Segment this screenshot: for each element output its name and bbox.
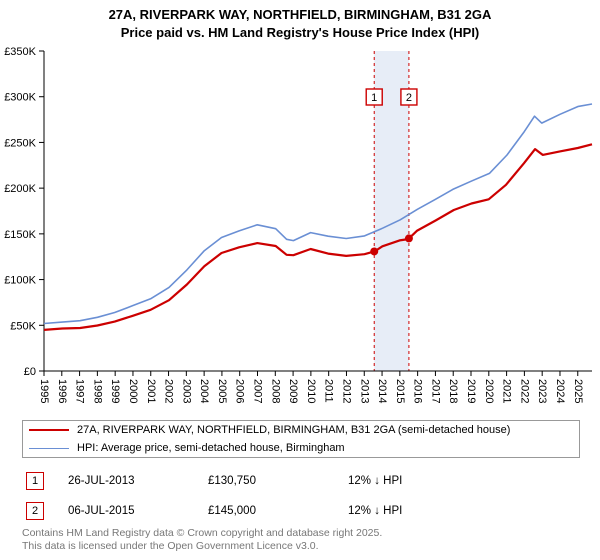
sale-datapoints: 126-JUL-2013£130,75012% ↓ HPI206-JUL-201…: [22, 466, 578, 526]
x-tick-label: 2016: [412, 379, 424, 403]
y-tick-label: £350K: [4, 46, 36, 58]
x-tick-label: 2002: [163, 379, 175, 403]
y-tick-label: £0: [24, 366, 36, 378]
datapoint-price: £145,000: [208, 505, 348, 517]
x-tick-label: 2021: [501, 379, 513, 403]
datapoint-row: 2 06-JUL-2015£145,00012% ↓ HPI: [22, 496, 578, 526]
legend-label: 27A, RIVERPARK WAY, NORTHFIELD, BIRMINGH…: [77, 424, 510, 436]
datapoint-marker: 2: [26, 502, 44, 520]
title-line-1: 27A, RIVERPARK WAY, NORTHFIELD, BIRMINGH…: [0, 6, 600, 24]
legend-row: 27A, RIVERPARK WAY, NORTHFIELD, BIRMINGH…: [23, 421, 579, 439]
y-tick-label: £50K: [10, 320, 36, 332]
x-tick-label: 2008: [269, 379, 281, 403]
x-tick-label: 2015: [394, 379, 406, 403]
x-tick-label: 2020: [483, 379, 495, 403]
legend: 27A, RIVERPARK WAY, NORTHFIELD, BIRMINGH…: [22, 420, 580, 458]
x-tick-label: 2013: [358, 379, 370, 403]
x-tick-label: 2007: [252, 379, 264, 403]
x-tick-label: 2003: [180, 379, 192, 403]
x-tick-label: 2017: [429, 379, 441, 403]
x-tick-label: 2009: [287, 379, 299, 403]
marker-label: 1: [371, 92, 377, 104]
legend-swatch: [29, 448, 69, 449]
x-tick-label: 2011: [323, 379, 335, 403]
x-tick-label: 2023: [536, 379, 548, 403]
datapoint-row: 1 26-JUL-2013£130,75012% ↓ HPI: [22, 466, 578, 496]
chart-title: 27A, RIVERPARK WAY, NORTHFIELD, BIRMINGH…: [0, 0, 600, 41]
y-tick-label: £250K: [4, 138, 36, 150]
x-tick-label: 1995: [38, 379, 50, 403]
x-tick-label: 1998: [91, 379, 103, 403]
datapoint-price: £130,750: [208, 475, 348, 487]
x-tick-label: 2022: [518, 379, 530, 403]
legend-label: HPI: Average price, semi-detached house,…: [77, 442, 345, 454]
legend-row: HPI: Average price, semi-detached house,…: [23, 439, 579, 457]
price-chart-svg: 1 2 £0 £50K £100K £150K £200K £250K £300K £350K 19…: [0, 41, 600, 411]
x-tick-label: 1999: [109, 379, 121, 403]
datapoint-marker: 1: [26, 472, 44, 490]
datapoint-pct: 12% ↓ HPI: [348, 475, 578, 487]
x-tick-label: 2014: [376, 379, 388, 403]
x-tick-label: 2001: [145, 379, 157, 403]
x-tick-label: 2024: [554, 379, 566, 403]
x-tick-label: 1997: [74, 379, 86, 403]
x-tick-label: 2018: [447, 379, 459, 403]
series-hpi: [44, 104, 592, 324]
x-tick-label: 2012: [340, 379, 352, 403]
x-tick-label: 2006: [234, 379, 246, 403]
y-tick-label: £200K: [4, 183, 36, 195]
chart-area: 1 2 £0 £50K £100K £150K £200K £250K £300K £350K 19…: [0, 41, 600, 416]
attribution-footer: Contains HM Land Registry data © Crown c…: [22, 527, 382, 554]
sale-point: [405, 235, 413, 243]
y-tick-label: £100K: [4, 275, 36, 287]
marker-label: 2: [406, 92, 412, 104]
datapoint-pct: 12% ↓ HPI: [348, 505, 578, 517]
footer-line-2: This data is licensed under the Open Gov…: [22, 540, 382, 554]
x-tick-label: 2025: [572, 379, 584, 403]
datapoint-date: 26-JUL-2013: [68, 475, 208, 487]
x-tick-label: 2005: [216, 379, 228, 403]
y-tick-label: £150K: [4, 229, 36, 241]
x-tick-label: 2000: [127, 379, 139, 403]
series-subject: [44, 144, 592, 330]
x-tick-label: 2004: [198, 379, 210, 403]
legend-swatch: [29, 429, 69, 431]
title-line-2: Price paid vs. HM Land Registry's House …: [0, 24, 600, 42]
datapoint-date: 06-JUL-2015: [68, 505, 208, 517]
sale-point: [370, 248, 378, 256]
x-tick-label: 1996: [56, 379, 68, 403]
footer-line-1: Contains HM Land Registry data © Crown c…: [22, 527, 382, 541]
x-tick-label: 2019: [465, 379, 477, 403]
x-tick-label: 2010: [305, 379, 317, 403]
y-tick-label: £300K: [4, 92, 36, 104]
